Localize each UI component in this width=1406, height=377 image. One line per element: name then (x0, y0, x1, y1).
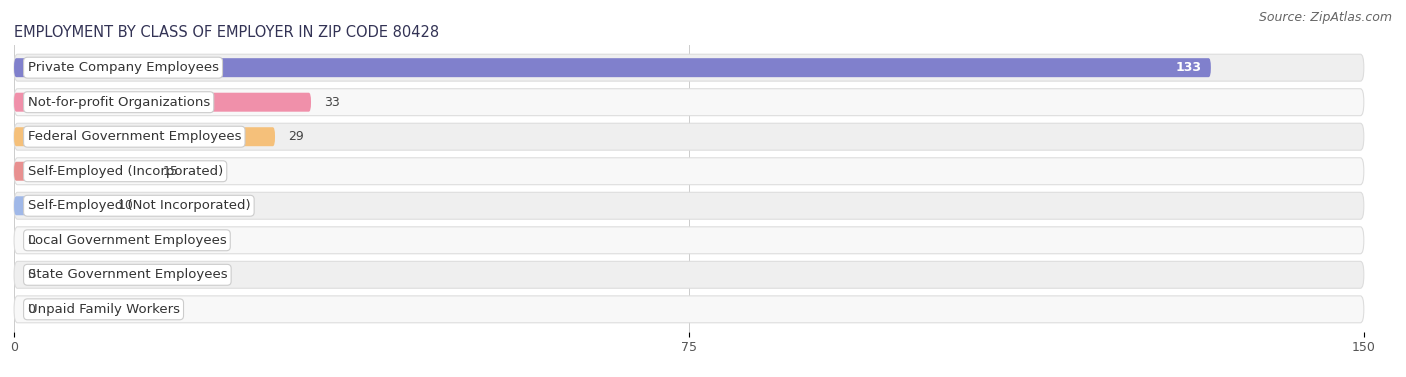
Text: Local Government Employees: Local Government Employees (28, 234, 226, 247)
Text: Self-Employed (Not Incorporated): Self-Employed (Not Incorporated) (28, 199, 250, 212)
FancyBboxPatch shape (14, 192, 1364, 219)
FancyBboxPatch shape (14, 158, 1364, 185)
FancyBboxPatch shape (14, 89, 1364, 116)
Text: 133: 133 (1175, 61, 1202, 74)
FancyBboxPatch shape (14, 261, 1364, 288)
FancyBboxPatch shape (14, 127, 276, 146)
Text: 15: 15 (163, 165, 179, 178)
FancyBboxPatch shape (14, 162, 149, 181)
FancyBboxPatch shape (14, 227, 1364, 254)
Text: State Government Employees: State Government Employees (28, 268, 228, 281)
Text: 0: 0 (28, 303, 35, 316)
Text: Self-Employed (Incorporated): Self-Employed (Incorporated) (28, 165, 222, 178)
Text: EMPLOYMENT BY CLASS OF EMPLOYER IN ZIP CODE 80428: EMPLOYMENT BY CLASS OF EMPLOYER IN ZIP C… (14, 25, 439, 40)
Text: 29: 29 (288, 130, 304, 143)
Text: Private Company Employees: Private Company Employees (28, 61, 218, 74)
Text: 0: 0 (28, 234, 35, 247)
FancyBboxPatch shape (14, 123, 1364, 150)
FancyBboxPatch shape (14, 93, 311, 112)
Text: Unpaid Family Workers: Unpaid Family Workers (28, 303, 180, 316)
FancyBboxPatch shape (14, 58, 1211, 77)
FancyBboxPatch shape (14, 296, 1364, 323)
Text: Federal Government Employees: Federal Government Employees (28, 130, 240, 143)
Text: 33: 33 (325, 96, 340, 109)
Text: 0: 0 (28, 268, 35, 281)
Text: 10: 10 (118, 199, 134, 212)
FancyBboxPatch shape (14, 196, 104, 215)
FancyBboxPatch shape (14, 54, 1364, 81)
Text: Not-for-profit Organizations: Not-for-profit Organizations (28, 96, 209, 109)
Text: Source: ZipAtlas.com: Source: ZipAtlas.com (1258, 11, 1392, 24)
